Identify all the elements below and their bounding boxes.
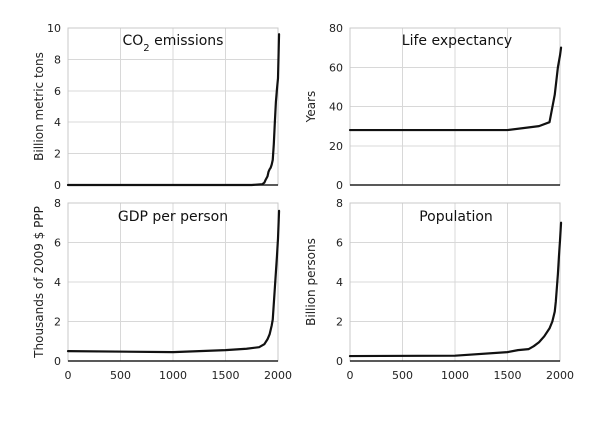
chart-panel-4: 0 2 4 6 8 0 500 1000 1500 2000 Billion persons Popu… — [304, 197, 574, 382]
y-tick-label: 0 — [336, 179, 343, 192]
y-tick-label: 10 — [47, 22, 61, 35]
series-line — [66, 209, 281, 354]
y-tick-label: 4 — [54, 276, 61, 289]
y-axis-label: Billion persons — [304, 238, 318, 326]
x-tick-label: 2000 — [546, 369, 574, 382]
y-tick-label: 20 — [329, 140, 343, 153]
series-line — [348, 221, 563, 358]
x-tick-label: 1000 — [441, 369, 469, 382]
y-tick-label: 8 — [54, 53, 61, 66]
chart-panel-2: 0 20 40 60 80 Years Life expectancy — [304, 22, 563, 192]
y-tick-label: 2 — [336, 316, 343, 329]
y-tick-label: 6 — [54, 85, 61, 98]
x-tick-label: 0 — [65, 369, 72, 382]
x-tick-label: 1500 — [212, 369, 240, 382]
y-tick-label: 6 — [336, 237, 343, 250]
x-tick-label: 1500 — [494, 369, 522, 382]
y-tick-label: 0 — [336, 355, 343, 368]
y-tick-label: 8 — [54, 197, 61, 210]
chart-panel-3: 0 2 4 6 8 0 500 1000 1500 2000 Thousands of 2009 $… — [32, 197, 292, 382]
x-tick-label: 2000 — [264, 369, 292, 382]
y-tick-label: 8 — [336, 197, 343, 210]
x-tick-label: 1000 — [159, 369, 187, 382]
y-axis-label: Billion metric tons — [32, 52, 46, 161]
x-tick-label: 0 — [347, 369, 354, 382]
y-axis-label: Thousands of 2009 $ PPP — [32, 206, 46, 359]
y-tick-label: 0 — [54, 355, 61, 368]
y-axis-label: Years — [304, 91, 318, 124]
panel-title: Life expectancy — [402, 33, 512, 49]
panel-title: GDP per person — [118, 209, 228, 225]
y-tick-label: 40 — [329, 101, 343, 114]
series-line — [66, 33, 281, 187]
y-tick-label: 0 — [54, 179, 61, 192]
x-tick-label: 500 — [392, 369, 413, 382]
x-tick-label: 500 — [110, 369, 131, 382]
y-tick-label: 4 — [336, 276, 343, 289]
y-tick-label: 6 — [54, 237, 61, 250]
series-line — [348, 46, 563, 132]
y-tick-label: 4 — [54, 116, 61, 129]
y-tick-label: 80 — [329, 22, 343, 35]
y-tick-label: 60 — [329, 61, 343, 74]
y-tick-label: 2 — [54, 316, 61, 329]
chart-panel-1: 0 2 4 6 8 10 Billion metric tons CO2 emissions — [32, 22, 281, 192]
y-tick-label: 2 — [54, 148, 61, 161]
panel-title: CO2 emissions — [123, 33, 224, 54]
panel-title: Population — [419, 209, 493, 225]
